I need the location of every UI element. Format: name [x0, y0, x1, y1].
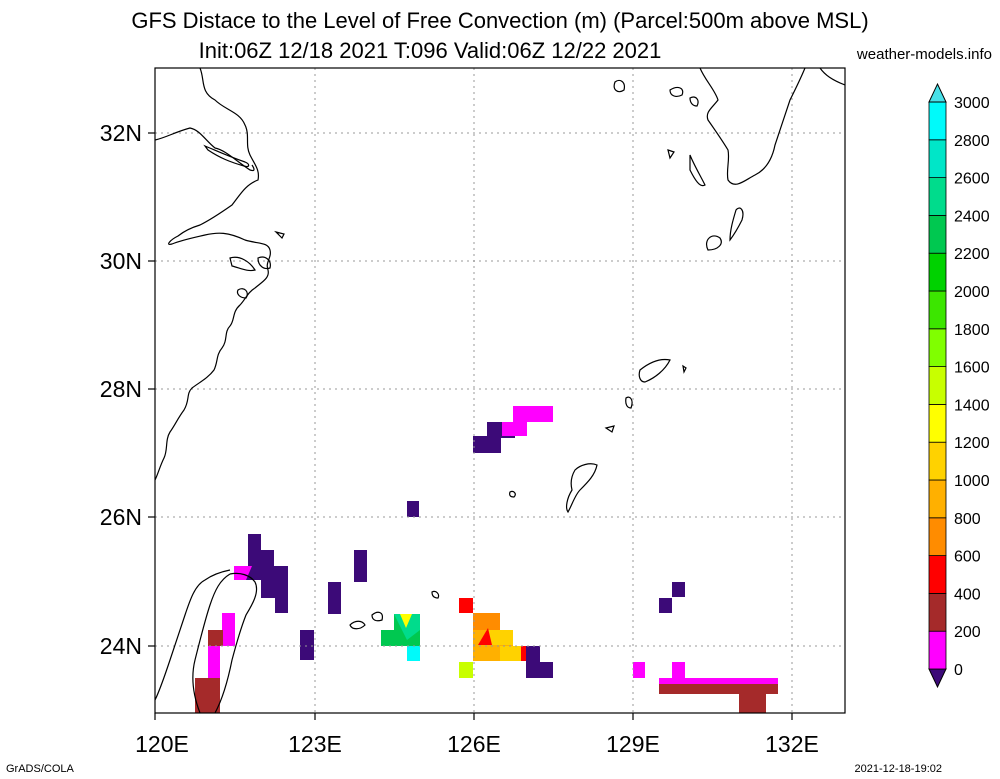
coast-yaeyama	[349, 590, 440, 630]
field-cluster-north	[407, 406, 553, 517]
colorbar-segment	[928, 177, 947, 216]
coast-fujian	[155, 569, 231, 701]
coast-okinawa	[509, 463, 598, 514]
site-credit: weather-models.info	[856, 46, 992, 63]
colorbar-segment	[928, 328, 947, 367]
colorbar-label: 400	[954, 586, 981, 603]
coast-taiwan	[192, 572, 258, 713]
colorbar: 0 200 400 600 800 1000 1200 1400 1600 1800 2000 220…	[928, 82, 990, 689]
colorbar-segment	[928, 630, 947, 670]
lat-label: 28N	[100, 376, 142, 402]
colorbar-label: 200	[954, 624, 981, 641]
coast-shikoku	[819, 68, 845, 86]
colorbar-label: 1400	[954, 397, 990, 414]
footer-timestamp: 2021-12-18-19:02	[854, 763, 942, 775]
coast-yangtze-shore	[155, 127, 255, 172]
colorbar-segment	[928, 139, 947, 179]
colorbar-label: 1800	[954, 322, 990, 339]
field-cluster-orange	[459, 598, 553, 678]
lat-label: 24N	[100, 633, 142, 659]
coast-yangtze-island	[203, 144, 250, 168]
colorbar-label: 600	[954, 549, 981, 566]
colorbar-label: 2800	[954, 133, 990, 150]
lfc-data-field	[195, 406, 778, 713]
coast-china-mainland	[155, 68, 271, 481]
colorbar-segment	[928, 366, 947, 405]
lat-label: 26N	[100, 504, 142, 530]
field-cluster-taiwan	[195, 534, 367, 713]
map-frame	[154, 67, 846, 714]
lon-label: 120E	[135, 731, 189, 757]
lat-label: 30N	[100, 248, 142, 274]
colorbar-segment	[928, 479, 947, 519]
coast-kyushu	[699, 68, 806, 185]
lon-label: 126E	[447, 731, 501, 757]
lon-label: 123E	[288, 731, 342, 757]
colorbar-label: 2600	[954, 171, 990, 188]
colorbar-label: 3000	[954, 95, 990, 112]
colorbar-label: 1000	[954, 473, 990, 490]
axis-ticks	[148, 132, 793, 720]
colorbar-segment	[928, 403, 947, 443]
colorbar-label: 0	[954, 662, 963, 679]
axis-labels: 120E 123E 126E 129E 132E 32N 30N 28N 26N…	[100, 120, 819, 757]
colorbar-top-tip	[928, 82, 947, 103]
colorbar-label: 2200	[954, 246, 990, 263]
colorbar-label: 800	[954, 511, 981, 528]
field-cluster-southeast	[633, 582, 778, 713]
coast-amami	[604, 358, 687, 433]
colorbar-segment	[928, 214, 947, 254]
colorbar-segment	[928, 593, 947, 632]
lat-label: 32N	[100, 120, 142, 146]
colorbar-segment	[928, 101, 947, 141]
colorbar-label: 2000	[954, 284, 990, 301]
chart-title-line1: GFS Distace to the Level of Free Convect…	[131, 8, 869, 33]
colorbar-segment	[928, 517, 947, 556]
chart-title-line2: Init:06Z 12/18 2021 T:096 Valid:06Z 12/2…	[198, 38, 662, 63]
colorbar-segment	[928, 290, 947, 330]
colorbar-bottom-tip	[928, 668, 947, 689]
footer-software: GrADS/COLA	[6, 763, 74, 775]
colorbar-label: 1600	[954, 360, 990, 377]
colorbar-segment	[928, 252, 947, 292]
colorbar-segment	[928, 555, 947, 594]
lon-label: 129E	[606, 731, 660, 757]
coast-zhoushan	[229, 230, 285, 299]
colorbar-label: 2400	[954, 208, 990, 225]
colorbar-label: 1200	[954, 435, 990, 452]
lon-label: 132E	[765, 731, 819, 757]
colorbar-segment	[928, 441, 947, 481]
coast-kyushu-islands	[613, 79, 744, 251]
coastlines	[155, 68, 845, 713]
field-cluster-green	[381, 614, 420, 661]
